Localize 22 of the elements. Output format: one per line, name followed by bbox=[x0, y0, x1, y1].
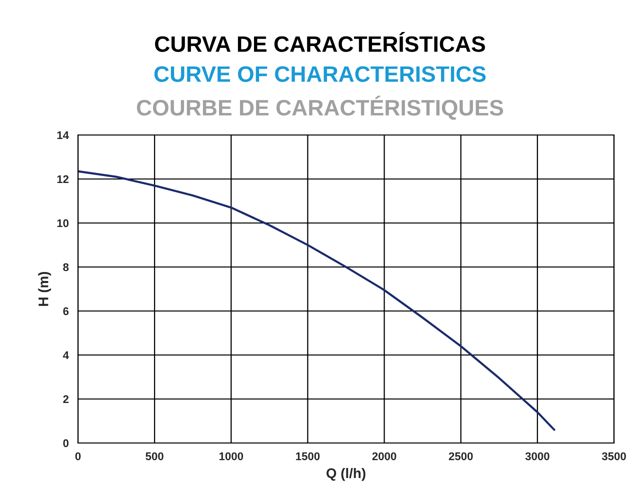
x-tick-label: 3000 bbox=[525, 452, 550, 460]
chart-title: CURVA DE CARACTERÍSTICAS bbox=[155, 32, 485, 52]
x-tick-label: 2500 bbox=[448, 452, 473, 460]
y-tick-label: 8 bbox=[63, 263, 69, 272]
y-tick-label: 4 bbox=[62, 351, 69, 360]
x-tick-label: 3500 bbox=[602, 452, 626, 460]
text: COURBE DE CARACTÉRISTIQUES bbox=[136, 96, 504, 120]
x-tick-label: 500 bbox=[146, 452, 164, 460]
y-tick-label: 6 bbox=[63, 307, 69, 316]
y-tick-label: 10 bbox=[57, 219, 69, 228]
y-tick-label: 0 bbox=[63, 439, 69, 448]
chart-subtitle: CURVE OF CHARACTERISTICS bbox=[154, 66, 486, 82]
y-axis-title: H (m) bbox=[38, 272, 52, 306]
y-tick-label: 14 bbox=[57, 131, 69, 140]
x-tick-label: 2000 bbox=[372, 452, 396, 460]
x-tick-label: 1000 bbox=[219, 452, 244, 460]
y-tick-label: 12 bbox=[57, 175, 69, 184]
line-series bbox=[78, 170, 556, 431]
x-tick-label: 1500 bbox=[296, 452, 320, 460]
x-tick-label: 0 bbox=[75, 452, 81, 460]
x-axis-title: Q (l/h) bbox=[326, 468, 366, 481]
y-tick-label: 2 bbox=[63, 395, 69, 404]
